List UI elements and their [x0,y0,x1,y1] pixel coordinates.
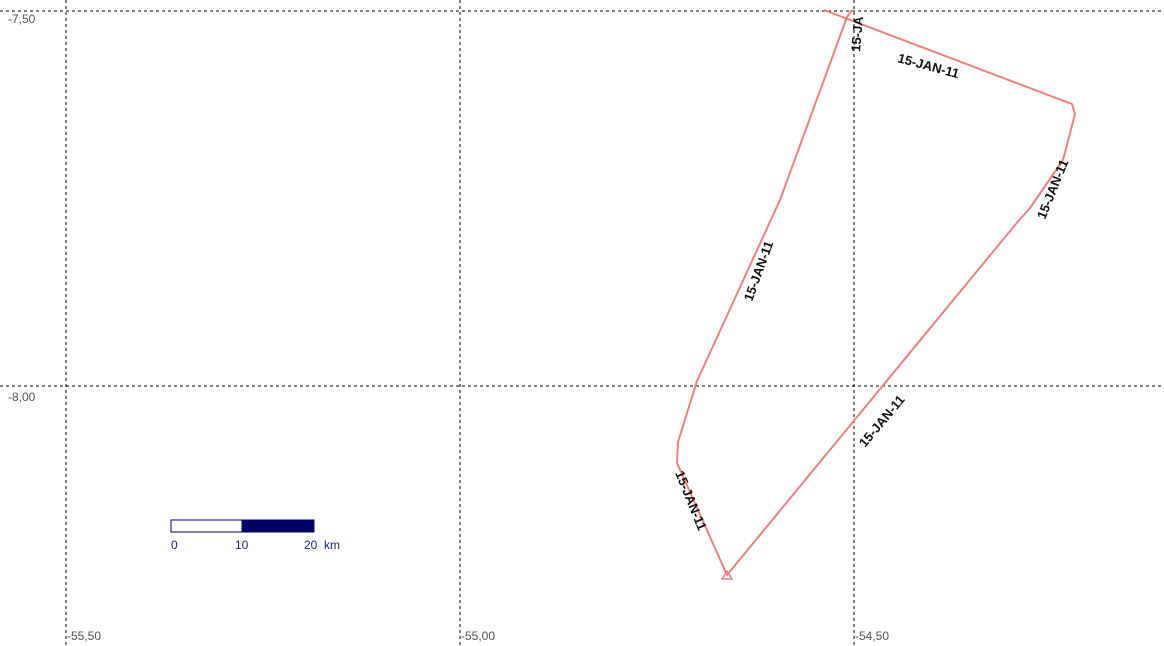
track-label: 15-JAN-11 [856,392,908,450]
scale-tick-label: 0 [171,538,178,552]
coordinate-labels: -7,50 -8,00 -55,50 -55,00 -54,50 [8,12,889,643]
scale-bar: 0 10 20 km [170,519,340,552]
scale-unit-label: km [324,538,340,552]
scale-tick-label: 20 [304,538,318,552]
track-labels: 15-JA 15-JAN-11 15-JAN-11 15-JAN-11 15-J… [672,15,1071,532]
track-label: 15-JA [848,15,866,52]
track-label: 15-JAN-11 [741,239,777,303]
scale-tick-label: 10 [235,538,249,552]
survey-track[interactable] [676,9,1076,576]
track-label: 15-JAN-11 [1034,157,1071,221]
track-label: 15-JAN-11 [896,50,961,81]
lon-label: -55,50 [67,629,101,643]
scale-bar-dark-segment [241,519,315,533]
lat-label: -7,50 [8,12,36,26]
scale-bar-light-segment [170,519,243,533]
lat-label: -8,00 [8,390,36,404]
lon-label: -55,00 [461,629,495,643]
lon-label: -54,50 [855,629,889,643]
track-label: 15-JAN-11 [672,469,709,533]
triangle-icon[interactable] [720,569,734,580]
